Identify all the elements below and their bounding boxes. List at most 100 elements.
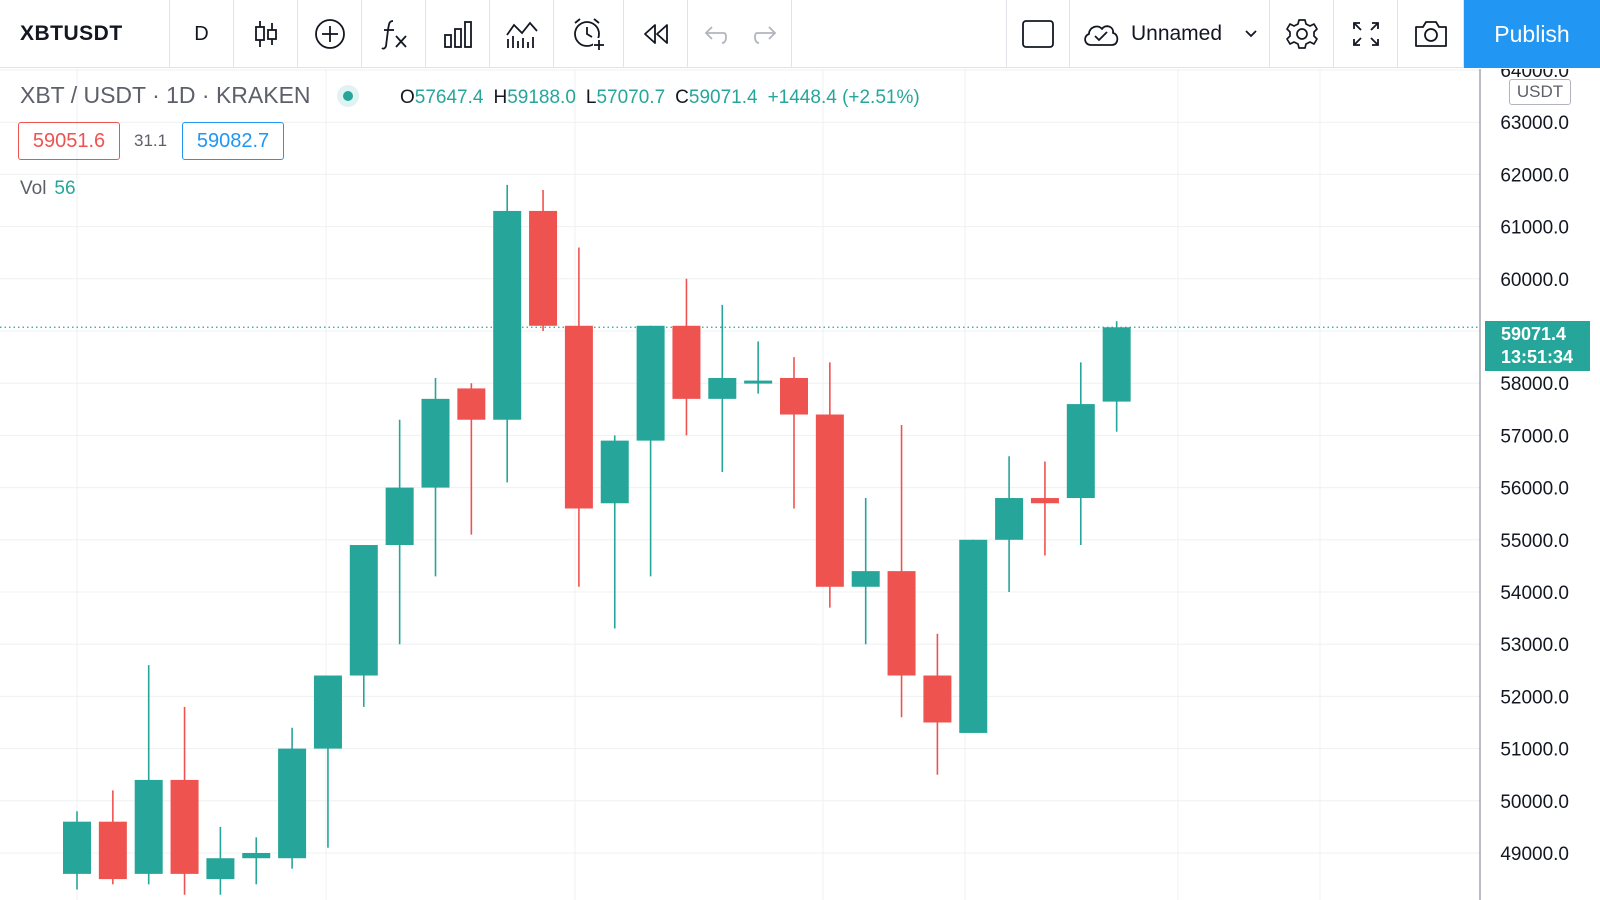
symbol-search-button[interactable]: XBTUSDT: [0, 0, 170, 68]
price-tick-label: 53000.0: [1500, 635, 1569, 656]
ohlc-values: O57647.4 H59188.0 L57070.7 C59071.4 +144…: [400, 87, 920, 109]
candle-body: [815, 414, 844, 587]
candle-body: [529, 210, 558, 326]
fullscreen-button[interactable]: [1334, 0, 1398, 68]
undo-button[interactable]: [690, 0, 740, 68]
sell-price-button[interactable]: 59051.6: [18, 122, 120, 160]
price-axis: [1480, 69, 1600, 900]
layout-name-label: Unnamed: [1130, 22, 1223, 45]
select-layout-button[interactable]: [1006, 0, 1070, 68]
bar-replay-button[interactable]: [624, 0, 688, 68]
alert-button[interactable]: [554, 0, 624, 68]
chart-area[interactable]: 49000.0 50000.0 51000.0 52000.0 53000.0 54000…: [0, 69, 1600, 900]
candle-body: [170, 779, 199, 874]
last-price-label: 59071.4 13:51:34: [1485, 321, 1590, 371]
candle-body: [672, 325, 701, 399]
high-value: 59188.0: [507, 87, 576, 108]
market-status-icon: [342, 90, 353, 101]
low-label: L: [585, 87, 597, 108]
high-label: H: [493, 87, 508, 108]
fullscreen-icon: [1352, 22, 1379, 46]
cloud-icon: [1084, 25, 1119, 46]
price-tick-label: 55000.0: [1500, 531, 1569, 552]
price-tick-label: 50000.0: [1500, 792, 1569, 813]
close-label: C: [675, 87, 689, 108]
add-compare-icon: [314, 19, 345, 49]
candle-body: [851, 571, 880, 587]
currency-unit-button[interactable]: USDT: [1509, 79, 1571, 105]
candles-icon: [254, 21, 277, 47]
redo-icon: [753, 26, 776, 44]
open-label: O: [400, 87, 415, 108]
candle-body: [63, 821, 91, 874]
chart-legend[interactable]: XBT / USDT · 1D · KRAKEN: [20, 82, 353, 109]
templates-button[interactable]: [490, 0, 554, 68]
candle-body: [600, 440, 629, 504]
interval-label: D: [194, 22, 209, 45]
price-tick-label: 52000.0: [1500, 687, 1569, 708]
price-tick-label: 57000.0: [1500, 426, 1569, 447]
redo-button[interactable]: [740, 0, 792, 68]
financials-button[interactable]: [426, 0, 490, 68]
replay-icon: [643, 24, 668, 44]
candle-body: [421, 398, 450, 488]
candle-body: [1102, 327, 1131, 402]
candle-body: [313, 675, 342, 749]
interval-button[interactable]: D: [170, 0, 234, 68]
settings-icon: [1285, 19, 1318, 49]
indicators-button[interactable]: [362, 0, 426, 68]
undo-icon: [704, 26, 727, 44]
candle-body: [242, 853, 271, 859]
compare-button[interactable]: [298, 0, 362, 68]
layout-name-button[interactable]: Unnamed: [1070, 0, 1270, 68]
volume-value: 56: [54, 178, 76, 199]
legend-symbol-title: XBT / USDT · 1D · KRAKEN: [20, 82, 311, 108]
candle-body: [744, 380, 773, 384]
price-tick-label: 64000.0: [1500, 69, 1569, 82]
buy-price-button[interactable]: 59082.7: [182, 122, 284, 160]
volume-label: Vol: [20, 178, 47, 199]
publish-button[interactable]: Publish: [1464, 0, 1600, 68]
candle-body: [1066, 404, 1095, 499]
candle-body: [349, 545, 378, 676]
close-value: 59071.4: [688, 87, 758, 108]
chart-settings-button[interactable]: [1270, 0, 1334, 68]
candle-body: [278, 748, 307, 859]
price-tick-label: 60000.0: [1500, 270, 1569, 291]
candle-body: [708, 377, 737, 399]
publish-label: Publish: [1494, 20, 1570, 47]
price-tick-label: 63000.0: [1500, 113, 1569, 134]
templates-icon: [505, 21, 538, 48]
candle-body: [493, 210, 522, 420]
indicators-icon: [380, 20, 407, 50]
price-tick-label: 58000.0: [1500, 374, 1569, 395]
screenshot-button[interactable]: [1398, 0, 1464, 68]
candle-body: [98, 821, 127, 880]
symbol-label: XBTUSDT: [20, 22, 123, 45]
camera-icon: [1414, 21, 1447, 47]
price-tick-label: 62000.0: [1500, 165, 1569, 186]
chart-type-button[interactable]: [234, 0, 298, 68]
candle-body: [134, 779, 163, 874]
financials-icon: [443, 21, 472, 48]
chevron-down-icon: [1245, 30, 1257, 38]
candle-body: [959, 539, 988, 733]
price-chart[interactable]: 49000.0 50000.0 51000.0 52000.0 53000.0 54000…: [0, 69, 1600, 900]
candle-body: [780, 377, 808, 415]
last-price-value: 59071.4: [1501, 324, 1567, 344]
candle-body: [995, 498, 1024, 540]
volume-legend[interactable]: Vol 56: [20, 178, 76, 200]
candle-body: [564, 325, 593, 509]
select-layout-icon: [1022, 20, 1054, 48]
candle-body: [457, 388, 486, 420]
change-value: +1448.4 (+2.51%): [767, 87, 920, 108]
candle-body: [1030, 498, 1059, 504]
low-value: 57070.7: [596, 87, 666, 108]
candle-body: [206, 858, 235, 880]
price-tick-label: 56000.0: [1500, 479, 1569, 500]
candle-body: [636, 325, 665, 441]
candle-body: [385, 487, 414, 546]
candle-body: [923, 675, 952, 723]
price-tick-label: 61000.0: [1500, 218, 1569, 239]
price-tick-label: 51000.0: [1500, 740, 1569, 761]
